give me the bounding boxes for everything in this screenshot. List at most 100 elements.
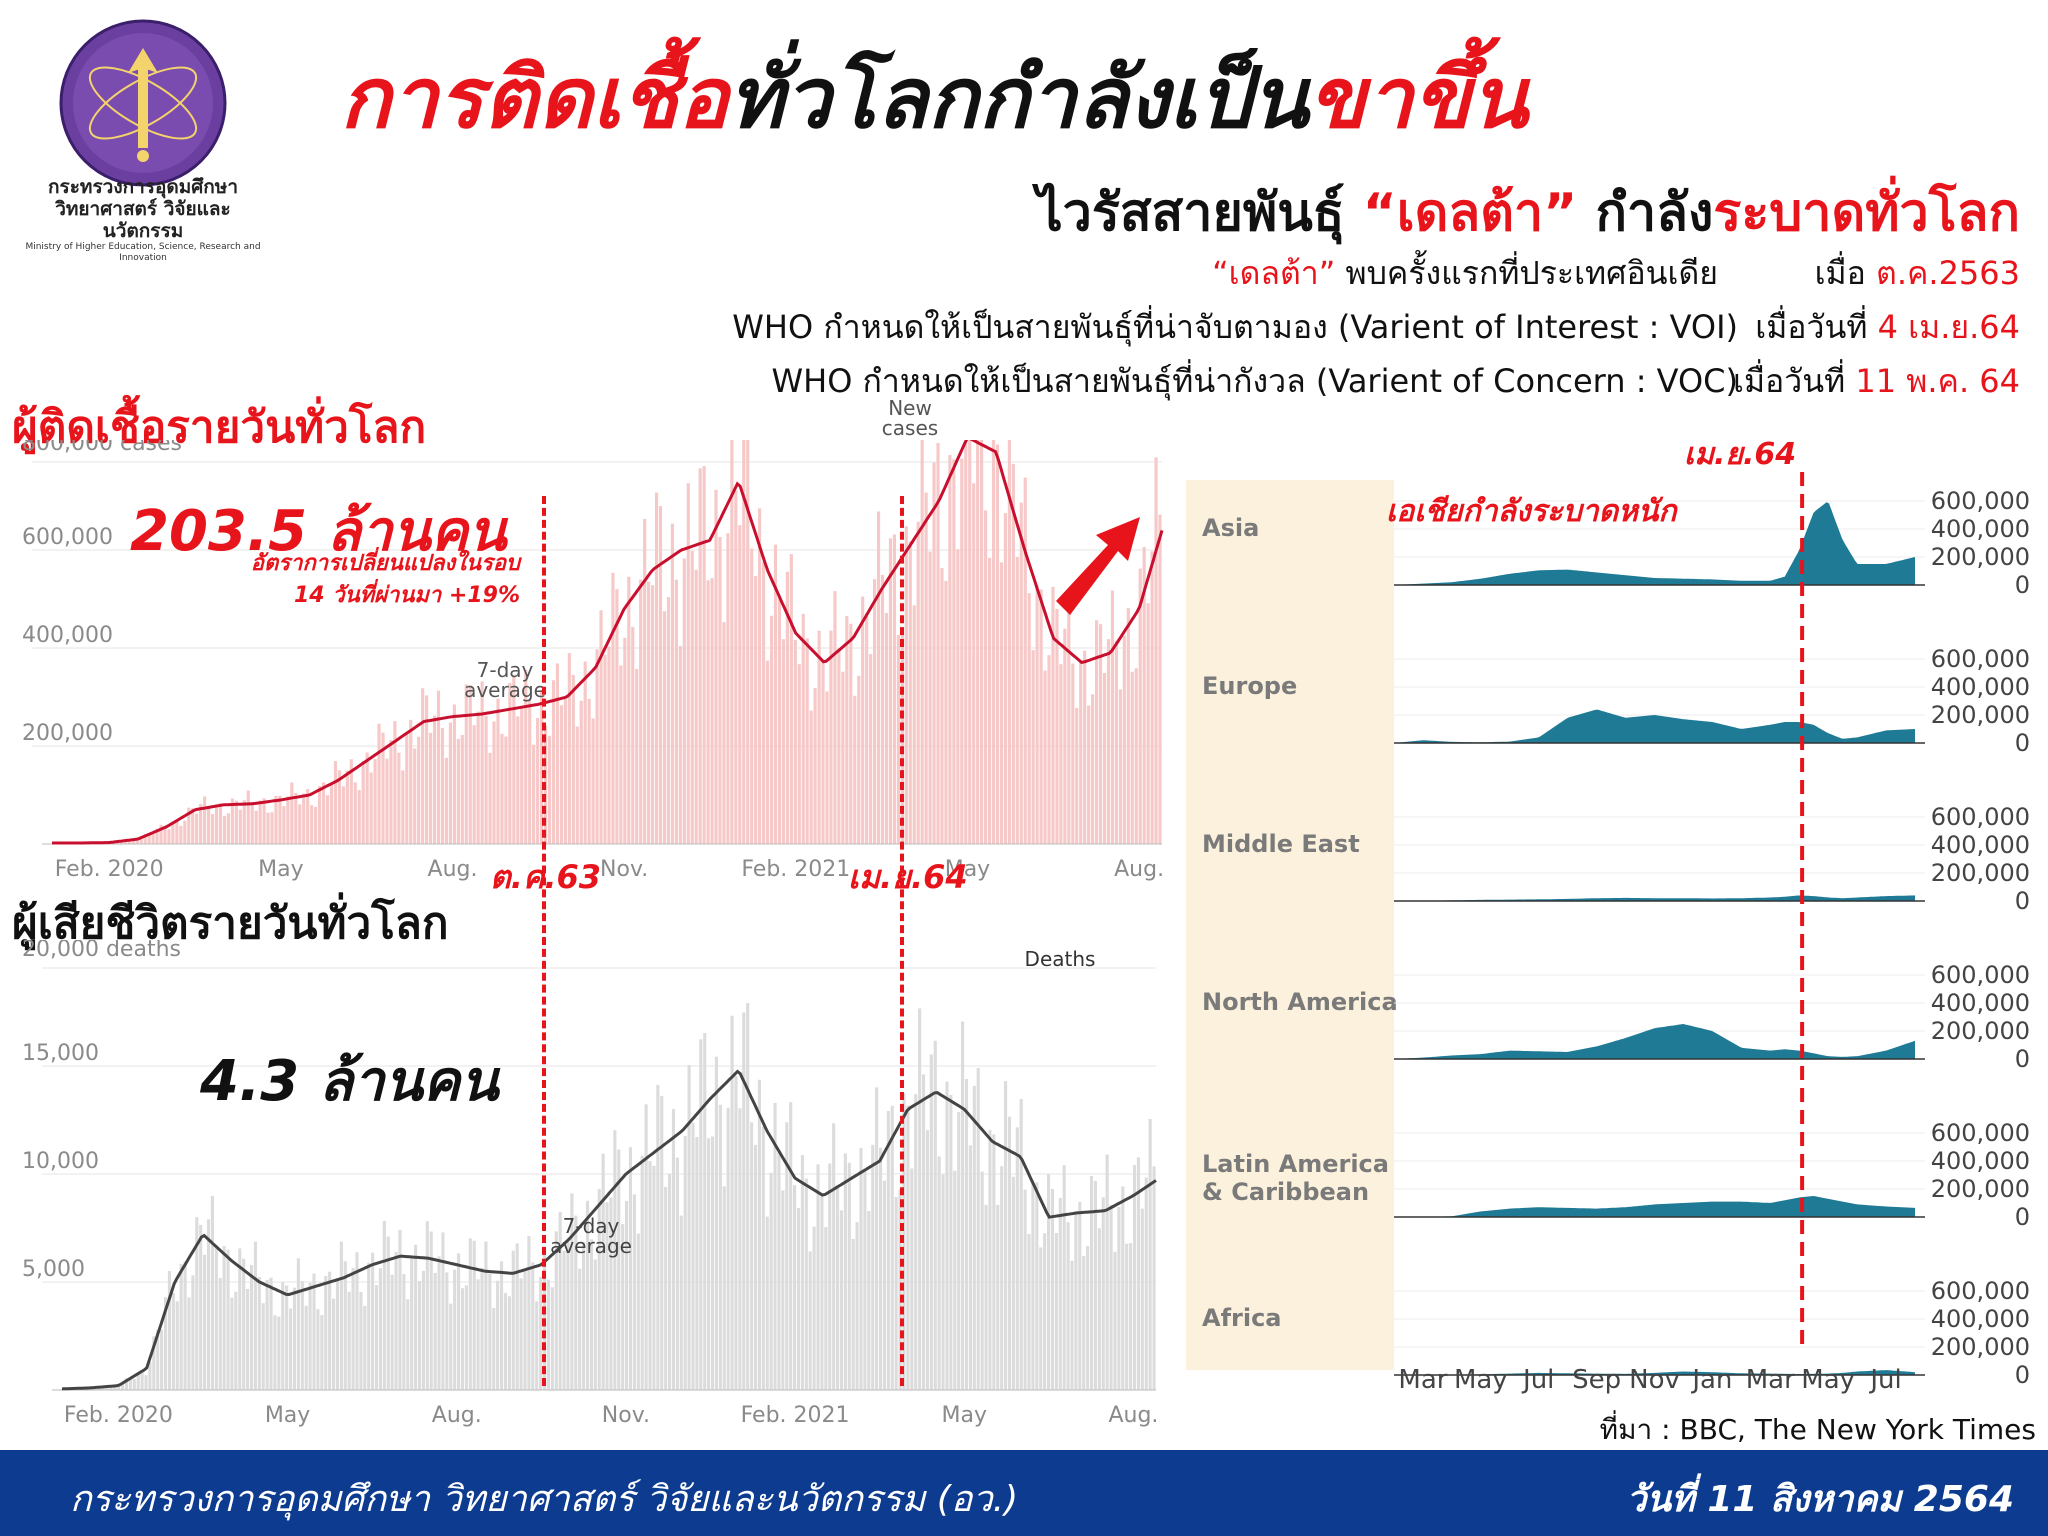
- daily-bar: [718, 1104, 722, 1390]
- daily-bar: [273, 1315, 277, 1390]
- daily-bar: [175, 1301, 179, 1390]
- daily-bar: [1125, 1243, 1129, 1390]
- daily-bar: [1106, 639, 1111, 844]
- daily-bar: [793, 1185, 797, 1390]
- daily-bar: [285, 1285, 289, 1390]
- ministry-name: กระทรวงการอุดมศึกษา: [48, 176, 238, 198]
- daily-bar: [226, 813, 230, 844]
- daily-bar: [1046, 1174, 1051, 1390]
- daily-bar: [805, 638, 809, 844]
- daily-bar: [440, 728, 445, 844]
- daily-bar: [1138, 568, 1142, 844]
- daily-bar: [961, 1021, 965, 1390]
- daily-bar: [464, 1285, 468, 1390]
- daily-bar: [472, 1240, 476, 1390]
- daily-bar: [246, 1288, 250, 1390]
- daily-bar: [135, 840, 139, 844]
- daily-bar: [210, 1195, 214, 1390]
- daily-bar: [984, 510, 988, 844]
- daily-bar: [765, 1216, 769, 1390]
- daily-bar: [1098, 624, 1103, 844]
- daily-bar: [929, 1054, 933, 1390]
- daily-bar: [270, 812, 274, 844]
- asia-note: เอเชียกำลังระบาดหนัก: [1386, 494, 1677, 529]
- daily-bar: [690, 550, 694, 844]
- daily-bar: [924, 492, 928, 844]
- daily-bar: [179, 1263, 183, 1390]
- daily-bar: [532, 744, 536, 844]
- daily-bar: [516, 716, 520, 844]
- daily-bar: [496, 698, 500, 844]
- daily-bar: [559, 705, 563, 844]
- region-area: [1394, 1196, 1915, 1217]
- daily-bar: [651, 585, 655, 844]
- daily-bar: [331, 1298, 336, 1390]
- daily-bar: [695, 1136, 699, 1390]
- region-label-panel: [1186, 480, 1394, 1370]
- daily-bar: [808, 1251, 812, 1390]
- daily-bar: [148, 1361, 152, 1390]
- daily-bar: [128, 1379, 132, 1390]
- daily-bar: [698, 468, 702, 844]
- daily-bar: [1027, 1234, 1031, 1390]
- daily-bar: [339, 1241, 343, 1390]
- region-area: [1394, 502, 1915, 585]
- daily-bar: [769, 1172, 773, 1390]
- daily-bar: [667, 1174, 672, 1390]
- daily-bar: [980, 440, 984, 844]
- region-x-tick-label: Nov: [1629, 1365, 1680, 1395]
- region-y-tick-label: 200,000: [1931, 543, 2030, 571]
- daily-bar: [456, 738, 460, 844]
- daily-bar: [589, 1239, 593, 1390]
- daily-bar: [836, 1185, 840, 1390]
- daily-bar: [511, 1250, 515, 1390]
- daily-bar: [365, 752, 369, 844]
- info-2-date: 4 เม.ย.64: [1877, 308, 2020, 346]
- daily-bar: [753, 1144, 758, 1390]
- daily-bar: [968, 440, 972, 844]
- region-y-tick-label: 600,000: [1931, 803, 2030, 831]
- daily-bar: [266, 812, 270, 844]
- region-name: & Caribbean: [1202, 1178, 1369, 1206]
- daily-bar: [488, 1273, 492, 1390]
- deaths-avg-label-2: average: [550, 1234, 632, 1258]
- daily-bar: [952, 459, 956, 844]
- daily-bar: [488, 752, 492, 844]
- footer-date: วันที่ 11 สิงหาคม 2564: [1626, 1479, 2014, 1520]
- daily-bar: [742, 440, 746, 844]
- daily-bar: [679, 1215, 683, 1390]
- daily-bar: [302, 793, 306, 844]
- region-area: [1394, 895, 1915, 901]
- daily-bar: [421, 688, 425, 844]
- daily-bar: [750, 1122, 754, 1390]
- daily-bar: [694, 569, 698, 844]
- daily-bar: [746, 1003, 750, 1390]
- daily-bar: [991, 440, 996, 844]
- daily-bar: [1134, 668, 1138, 844]
- daily-bar: [1031, 1180, 1035, 1390]
- daily-bar: [335, 1279, 340, 1390]
- daily-bar: [203, 796, 207, 844]
- region-y-tick-label: 600,000: [1931, 961, 2030, 989]
- daily-bar: [1089, 1175, 1094, 1390]
- daily-bar: [1019, 502, 1023, 844]
- daily-bar: [734, 1075, 738, 1390]
- daily-bar: [500, 733, 504, 844]
- daily-bar: [347, 1291, 351, 1390]
- daily-bar: [278, 795, 282, 844]
- daily-bar: [937, 1156, 941, 1390]
- daily-bar: [647, 581, 651, 844]
- info-line-3-left: WHO กำหนดให้เป็นสายพันธุ์ที่น่ากังวล (Va…: [771, 356, 1738, 407]
- daily-bar: [203, 1254, 207, 1390]
- daily-bar: [593, 1259, 597, 1390]
- daily-bar: [222, 815, 227, 844]
- daily-bar: [1066, 1222, 1070, 1390]
- daily-bar: [855, 1222, 859, 1390]
- daily-bar: [1130, 671, 1134, 844]
- daily-bar: [457, 1253, 461, 1390]
- daily-bar: [948, 454, 952, 844]
- daily-bar: [417, 736, 421, 844]
- daily-bar: [1087, 705, 1091, 844]
- daily-bar: [643, 519, 647, 844]
- daily-bar: [378, 1268, 382, 1390]
